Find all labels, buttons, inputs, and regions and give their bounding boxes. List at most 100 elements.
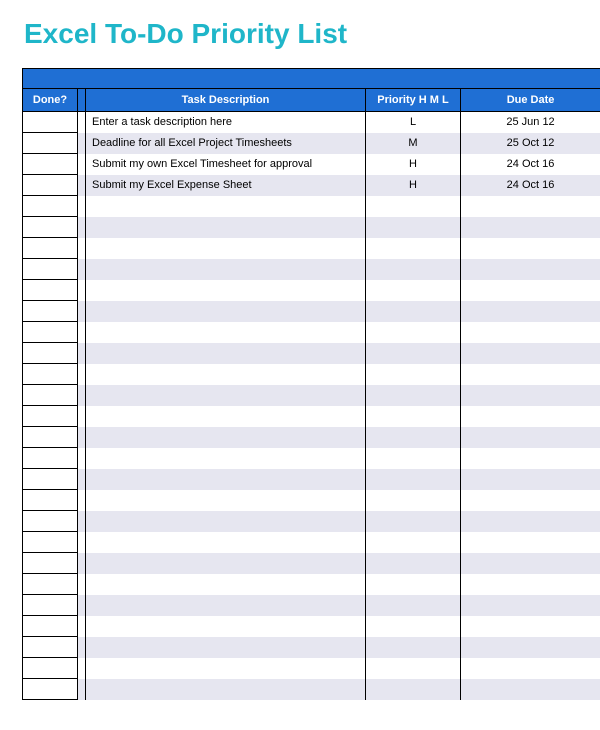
task-cell[interactable]	[86, 238, 366, 259]
date-cell[interactable]	[461, 553, 600, 574]
priority-cell[interactable]	[366, 280, 461, 301]
priority-cell[interactable]	[366, 574, 461, 595]
priority-cell[interactable]	[366, 658, 461, 679]
done-cell[interactable]	[23, 406, 78, 427]
done-cell[interactable]	[23, 574, 78, 595]
task-cell[interactable]	[86, 427, 366, 448]
task-cell[interactable]	[86, 532, 366, 553]
date-cell[interactable]	[461, 343, 600, 364]
done-cell[interactable]	[23, 595, 78, 616]
done-cell[interactable]	[23, 511, 78, 532]
done-cell[interactable]	[23, 490, 78, 511]
task-cell[interactable]	[86, 553, 366, 574]
date-cell[interactable]	[461, 427, 600, 448]
date-cell[interactable]	[461, 385, 600, 406]
priority-cell[interactable]	[366, 679, 461, 700]
task-cell[interactable]	[86, 301, 366, 322]
date-cell[interactable]	[461, 238, 600, 259]
priority-cell[interactable]	[366, 217, 461, 238]
date-cell[interactable]	[461, 490, 600, 511]
done-cell[interactable]	[23, 637, 78, 658]
date-cell[interactable]	[461, 406, 600, 427]
task-cell[interactable]	[86, 490, 366, 511]
date-cell[interactable]: 24 Oct 16	[461, 175, 600, 196]
date-cell[interactable]	[461, 448, 600, 469]
task-cell[interactable]	[86, 448, 366, 469]
task-cell[interactable]	[86, 469, 366, 490]
priority-cell[interactable]	[366, 616, 461, 637]
date-cell[interactable]	[461, 679, 600, 700]
date-cell[interactable]: 25 Oct 12	[461, 133, 600, 154]
date-cell[interactable]	[461, 259, 600, 280]
done-cell[interactable]	[23, 364, 78, 385]
task-cell[interactable]	[86, 595, 366, 616]
task-cell[interactable]	[86, 511, 366, 532]
date-cell[interactable]: 25 Jun 12	[461, 112, 600, 133]
priority-cell[interactable]	[366, 595, 461, 616]
priority-cell[interactable]	[366, 238, 461, 259]
task-cell[interactable]	[86, 637, 366, 658]
date-cell[interactable]	[461, 511, 600, 532]
done-cell[interactable]	[23, 280, 78, 301]
priority-cell[interactable]	[366, 637, 461, 658]
task-cell[interactable]: Submit my own Excel Timesheet for approv…	[86, 154, 366, 175]
date-cell[interactable]	[461, 196, 600, 217]
date-cell[interactable]	[461, 532, 600, 553]
task-cell[interactable]	[86, 217, 366, 238]
done-cell[interactable]	[23, 112, 78, 133]
done-cell[interactable]	[23, 553, 78, 574]
date-cell[interactable]	[461, 637, 600, 658]
date-cell[interactable]: 24 Oct 16	[461, 154, 600, 175]
task-cell[interactable]	[86, 280, 366, 301]
priority-cell[interactable]	[366, 469, 461, 490]
priority-cell[interactable]	[366, 196, 461, 217]
done-cell[interactable]	[23, 448, 78, 469]
priority-cell[interactable]: M	[366, 133, 461, 154]
task-cell[interactable]	[86, 616, 366, 637]
task-cell[interactable]: Enter a task description here	[86, 112, 366, 133]
done-cell[interactable]	[23, 385, 78, 406]
task-cell[interactable]: Submit my Excel Expense Sheet	[86, 175, 366, 196]
done-cell[interactable]	[23, 343, 78, 364]
priority-cell[interactable]	[366, 406, 461, 427]
priority-cell[interactable]	[366, 343, 461, 364]
priority-cell[interactable]	[366, 259, 461, 280]
done-cell[interactable]	[23, 175, 78, 196]
date-cell[interactable]	[461, 469, 600, 490]
priority-cell[interactable]	[366, 385, 461, 406]
done-cell[interactable]	[23, 259, 78, 280]
done-cell[interactable]	[23, 154, 78, 175]
date-cell[interactable]	[461, 217, 600, 238]
priority-cell[interactable]	[366, 448, 461, 469]
date-cell[interactable]	[461, 574, 600, 595]
priority-cell[interactable]: H	[366, 175, 461, 196]
date-cell[interactable]	[461, 658, 600, 679]
task-cell[interactable]	[86, 343, 366, 364]
priority-cell[interactable]	[366, 490, 461, 511]
date-cell[interactable]	[461, 364, 600, 385]
priority-cell[interactable]	[366, 532, 461, 553]
date-cell[interactable]	[461, 322, 600, 343]
task-cell[interactable]	[86, 658, 366, 679]
task-cell[interactable]	[86, 259, 366, 280]
date-cell[interactable]	[461, 280, 600, 301]
task-cell[interactable]: Deadline for all Excel Project Timesheet…	[86, 133, 366, 154]
done-cell[interactable]	[23, 679, 78, 700]
done-cell[interactable]	[23, 469, 78, 490]
date-cell[interactable]	[461, 616, 600, 637]
done-cell[interactable]	[23, 616, 78, 637]
done-cell[interactable]	[23, 238, 78, 259]
task-cell[interactable]	[86, 196, 366, 217]
priority-cell[interactable]	[366, 301, 461, 322]
task-cell[interactable]	[86, 322, 366, 343]
date-cell[interactable]	[461, 595, 600, 616]
task-cell[interactable]	[86, 385, 366, 406]
done-cell[interactable]	[23, 196, 78, 217]
done-cell[interactable]	[23, 322, 78, 343]
priority-cell[interactable]	[366, 427, 461, 448]
done-cell[interactable]	[23, 217, 78, 238]
done-cell[interactable]	[23, 427, 78, 448]
done-cell[interactable]	[23, 532, 78, 553]
priority-cell[interactable]	[366, 322, 461, 343]
task-cell[interactable]	[86, 364, 366, 385]
